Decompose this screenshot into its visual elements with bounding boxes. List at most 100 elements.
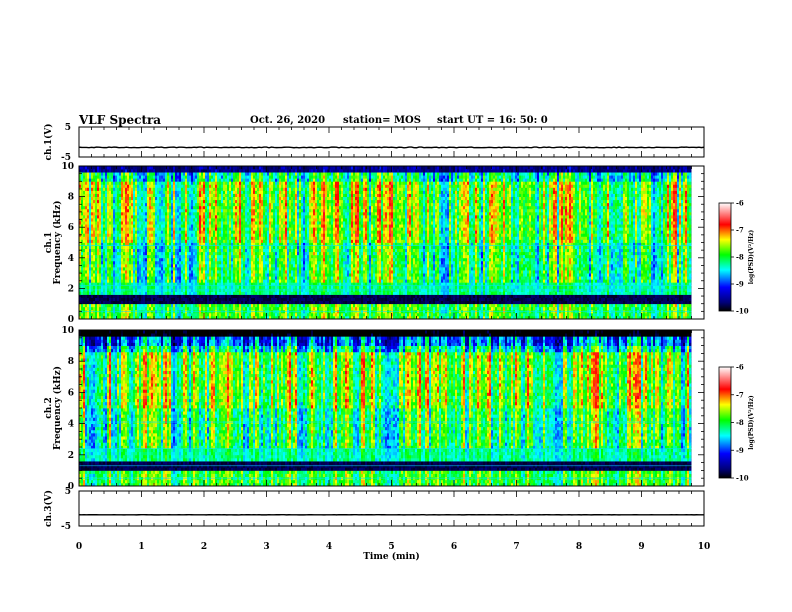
spectrogram-cell — [201, 190, 203, 193]
spectrogram-cell — [171, 276, 173, 279]
spectrogram-cell — [111, 203, 113, 206]
spectrogram-cell — [247, 206, 249, 209]
spectrogram-cell — [263, 304, 265, 307]
spectrogram-cell — [173, 307, 175, 310]
spectrogram-cell — [183, 194, 185, 197]
spectrogram-cell — [147, 194, 149, 197]
spectrogram-cell — [125, 206, 127, 209]
spectrogram-cell — [225, 261, 227, 264]
spectrogram-cell — [241, 215, 243, 218]
spectrogram-cell — [191, 178, 193, 181]
spectrogram-cell — [263, 273, 265, 276]
spectrogram-cell — [133, 264, 135, 267]
spectrogram-cell — [135, 313, 137, 316]
spectrogram-cell — [183, 249, 185, 252]
spectrogram-cell — [153, 184, 155, 187]
spectrogram-cell — [139, 184, 141, 187]
spectrogram-cell — [211, 252, 213, 255]
spectrogram-cell — [97, 301, 99, 304]
spectrogram-cell — [265, 172, 267, 175]
spectrogram-cell — [253, 264, 255, 267]
spectrogram-cell — [167, 169, 169, 172]
spectrogram-cell — [121, 184, 123, 187]
spectrogram-cell — [161, 233, 163, 236]
spectrogram-cell — [153, 301, 155, 304]
spectrogram-cell — [165, 267, 167, 270]
spectrogram-cell — [271, 184, 273, 187]
spectrogram-cell — [209, 301, 211, 304]
spectrogram-cell — [277, 252, 279, 255]
spectrogram-cell — [121, 218, 123, 221]
spectrogram-cell — [161, 313, 163, 316]
spectrogram-cell — [195, 298, 197, 301]
spectrogram-cell — [183, 255, 185, 258]
spectrogram-cell — [259, 249, 261, 252]
spectrogram-cell — [239, 212, 241, 215]
spectrogram-cell — [209, 197, 211, 200]
spectrogram-cell — [197, 255, 199, 258]
spectrogram-cell — [97, 249, 99, 252]
spectrogram-cell — [255, 258, 257, 261]
spectrogram-cell — [147, 239, 149, 242]
spectrogram-cell — [103, 203, 105, 206]
spectrogram-cell — [275, 230, 277, 233]
spectrogram-cell — [259, 215, 261, 218]
spectrogram-cell — [105, 239, 107, 242]
spectrogram-cell — [273, 175, 275, 178]
spectrogram-cell — [173, 249, 175, 252]
spectrogram-cell — [143, 172, 145, 175]
spectrogram-cell — [241, 172, 243, 175]
spectrogram-cell — [137, 169, 139, 172]
spectrogram-cell — [213, 209, 215, 212]
spectrogram-cell — [97, 264, 99, 267]
spectrogram-cell — [227, 279, 229, 282]
spectrogram-cell — [159, 221, 161, 224]
spectrogram-cell — [141, 307, 143, 310]
spectrogram-cell — [127, 212, 129, 215]
spectrogram-cell — [221, 194, 223, 197]
spectrogram-cell — [105, 295, 107, 298]
spectrogram-cell — [89, 169, 91, 172]
spectrogram-cell — [275, 239, 277, 242]
spectrogram-cell — [95, 181, 97, 184]
spectrogram-cell — [275, 236, 277, 239]
spectrogram-cell — [161, 236, 163, 239]
spectrogram-cell — [223, 313, 225, 316]
spectrogram-cell — [173, 169, 175, 172]
spectrogram-cell — [205, 227, 207, 230]
spectrogram-cell — [81, 221, 83, 224]
spectrogram-cell — [153, 227, 155, 230]
spectrogram-cell — [275, 233, 277, 236]
spectrogram-cell — [255, 203, 257, 206]
spectrogram-cell — [273, 255, 275, 258]
spectrogram-cell — [161, 304, 163, 307]
spectrogram-cell — [243, 181, 245, 184]
spectrogram-cell — [221, 258, 223, 261]
spectrogram-cell — [211, 295, 213, 298]
spectrogram-cell — [105, 246, 107, 249]
spectrogram-cell — [245, 175, 247, 178]
spectrogram-cell — [181, 267, 183, 270]
spectrogram-cell — [221, 304, 223, 307]
spectrogram-cell — [85, 221, 87, 224]
spectrogram-cell — [137, 298, 139, 301]
spectrogram-cell — [259, 301, 261, 304]
spectrogram-cell — [223, 200, 225, 203]
spectrogram-cell — [145, 200, 147, 203]
spectrogram-cell — [95, 264, 97, 267]
spectrogram-cell — [173, 200, 175, 203]
spectrogram-cell — [243, 249, 245, 252]
spectrogram-cell — [217, 298, 219, 301]
spectrogram-cell — [243, 206, 245, 209]
spectrogram-cell — [273, 215, 275, 218]
spectrogram-cell — [225, 304, 227, 307]
spectrogram-cell — [131, 273, 133, 276]
spectrogram-cell — [191, 298, 193, 301]
spectrogram-cell — [243, 203, 245, 206]
spectrogram-cell — [233, 200, 235, 203]
spectrogram-cell — [153, 209, 155, 212]
spectrogram-cell — [271, 181, 273, 184]
spectrogram-cell — [187, 218, 189, 221]
spectrogram-cell — [249, 190, 251, 193]
spectrogram-cell — [115, 264, 117, 267]
